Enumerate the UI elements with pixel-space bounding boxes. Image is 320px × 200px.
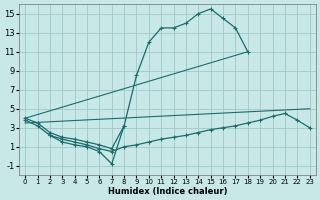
X-axis label: Humidex (Indice chaleur): Humidex (Indice chaleur) [108, 187, 227, 196]
